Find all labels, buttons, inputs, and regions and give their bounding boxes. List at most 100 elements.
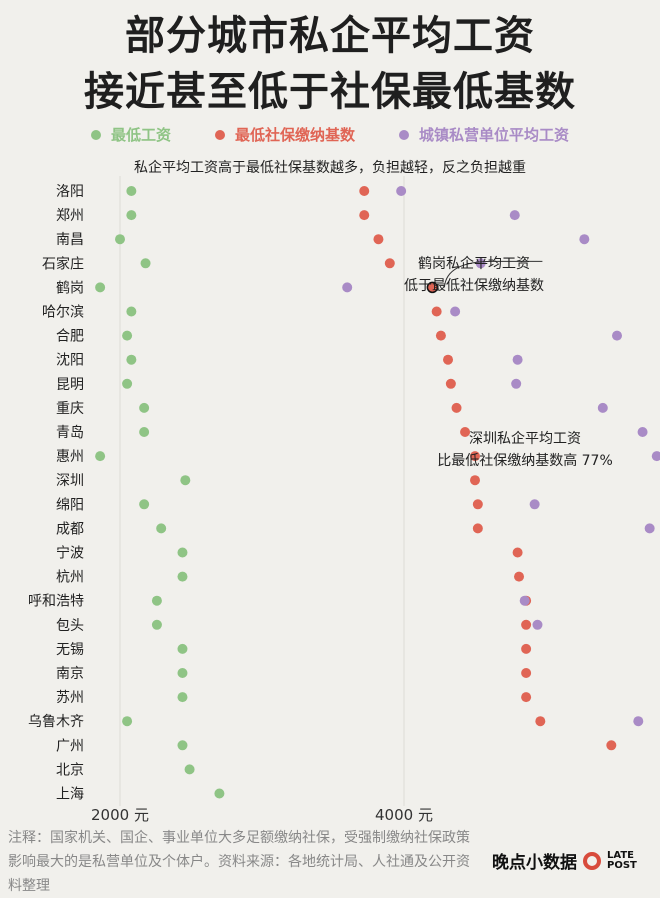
- brand: 晚点小数据 LATE POST: [492, 848, 637, 873]
- city-label: 南昌: [56, 232, 84, 248]
- dot-private-avg: [612, 330, 622, 341]
- dot-min-wage: [177, 571, 188, 582]
- dot-private-avg: [450, 306, 461, 317]
- dot-min-wage: [184, 764, 195, 775]
- dot-min-wage: [126, 210, 137, 221]
- dot-private-avg: [509, 210, 520, 221]
- brand-late: LATE: [607, 849, 634, 861]
- highlight-dot-hegang: [426, 281, 439, 294]
- city-label: 宁波: [56, 545, 84, 562]
- dot-private-avg: [644, 523, 655, 534]
- legend-item-private-avg: 城镇私营单位平均工资: [399, 124, 569, 145]
- dot-min-wage: [156, 523, 167, 534]
- legend-label-min-wage: 最低工资: [110, 126, 171, 144]
- dot-min-wage: [177, 740, 188, 751]
- city-label: 苏州: [56, 690, 84, 706]
- dot-min-social: [431, 306, 442, 317]
- dot-private-avg: [532, 619, 543, 630]
- city-label: 北京: [56, 762, 84, 778]
- city-label: 无锡: [56, 642, 84, 658]
- city-label: 深圳: [56, 473, 84, 489]
- annotation-shenzhen-line1: 深圳私企平均工资: [469, 430, 581, 447]
- dot-min-wage: [139, 402, 150, 413]
- dot-min-social: [451, 402, 462, 413]
- dot-min-social: [435, 330, 446, 341]
- footer-note: 注释：国家机关、国企、事业单位大多足额缴纳社保，受强制缴纳社保政策影响最大的是私…: [8, 830, 470, 894]
- brand-name: 晚点小数据: [492, 853, 577, 873]
- x-tick-label: 4000 元: [375, 806, 433, 824]
- dot-private-avg: [633, 716, 644, 727]
- city-label: 青岛: [56, 425, 84, 441]
- brand-late-post: LATE POST: [607, 849, 637, 871]
- page-title: 部分城市私企平均工资 接近甚至低于社保最低基数: [0, 8, 660, 120]
- city-label: 广州: [56, 738, 84, 754]
- dot-min-social: [521, 692, 532, 703]
- city-label: 成都: [56, 521, 84, 537]
- city-label: 沈阳: [56, 353, 84, 369]
- dot-min-social: [384, 258, 395, 269]
- chart-subtitle: 私企平均工资高于最低社保基数越多，负担越轻，反之负担越重: [134, 160, 526, 176]
- legend-marker-min-social: [214, 129, 225, 140]
- dot-private-avg: [651, 451, 660, 462]
- city-label: 哈尔滨: [42, 305, 84, 321]
- dot-min-social: [359, 186, 370, 196]
- brand-post: POST: [607, 859, 637, 871]
- annotation-hegang-line2: 低于最低社保缴纳基数: [404, 277, 544, 294]
- dot-min-social: [373, 234, 384, 245]
- annotation-leader-hegang: [443, 260, 543, 288]
- legend-label-min-social: 最低社保缴纳基数: [234, 126, 355, 144]
- dot-min-social: [512, 547, 523, 558]
- dot-private-avg: [579, 234, 590, 245]
- city-label: 鹤岗: [56, 280, 84, 296]
- dot-min-social: [535, 716, 546, 727]
- city-label: 昆明: [56, 377, 84, 393]
- city-label: 重庆: [56, 401, 84, 417]
- title-line-1: 部分城市私企平均工资: [125, 12, 535, 59]
- city-label: 上海: [56, 787, 84, 803]
- city-label: 合肥: [56, 329, 84, 345]
- dot-min-social: [443, 354, 454, 365]
- city-label: 石家庄: [42, 255, 84, 272]
- dot-min-wage: [126, 354, 137, 365]
- legend-item-min-social: 最低社保缴纳基数: [214, 124, 355, 145]
- dot-min-social: [521, 643, 532, 654]
- dot-private-avg: [396, 186, 407, 196]
- dot-private-avg: [519, 595, 530, 606]
- dot-min-social: [521, 668, 532, 678]
- dot-min-social: [514, 571, 525, 582]
- city-label: 惠州: [56, 449, 84, 465]
- dot-min-social: [521, 619, 532, 630]
- legend: 最低工资 最低社保缴纳基数 城镇私营单位平均工资: [0, 124, 660, 145]
- dot-private-avg: [511, 378, 522, 389]
- dot-min-wage: [122, 716, 133, 727]
- legend-marker-private-avg: [399, 129, 409, 140]
- dot-min-wage: [126, 186, 137, 196]
- city-label: 郑州: [56, 208, 84, 224]
- annotation-hegang-line1: 鹤岗私企平均工资: [418, 255, 530, 272]
- annotation-shenzhen-line2: 比最低社保缴纳基数高 77%: [437, 452, 613, 469]
- dot-min-wage: [177, 668, 188, 678]
- x-tick-label: 2000 元: [91, 806, 149, 824]
- dot-private-avg: [597, 402, 608, 413]
- legend-item-min-wage: 最低工资: [90, 124, 171, 145]
- dot-min-wage: [126, 306, 137, 317]
- city-label: 杭州: [56, 570, 84, 586]
- city-label: 呼和浩特: [28, 594, 84, 610]
- dot-min-social: [472, 499, 483, 510]
- city-label: 乌鲁木齐: [28, 714, 84, 730]
- dot-min-wage: [177, 643, 188, 654]
- brand-logo-icon: [583, 851, 601, 870]
- dot-min-wage: [139, 427, 150, 437]
- city-label: 绵阳: [56, 496, 84, 513]
- dot-min-wage: [180, 475, 191, 486]
- dot-min-social: [472, 523, 483, 534]
- city-label: 包头: [56, 618, 84, 634]
- dot-private-avg: [529, 499, 540, 510]
- dot-min-wage: [214, 788, 225, 799]
- dot-min-social: [470, 475, 480, 486]
- dot-min-wage: [177, 547, 188, 558]
- city-label: 洛阳: [56, 184, 84, 200]
- dot-min-wage: [177, 692, 188, 703]
- dot-private-avg: [475, 258, 486, 269]
